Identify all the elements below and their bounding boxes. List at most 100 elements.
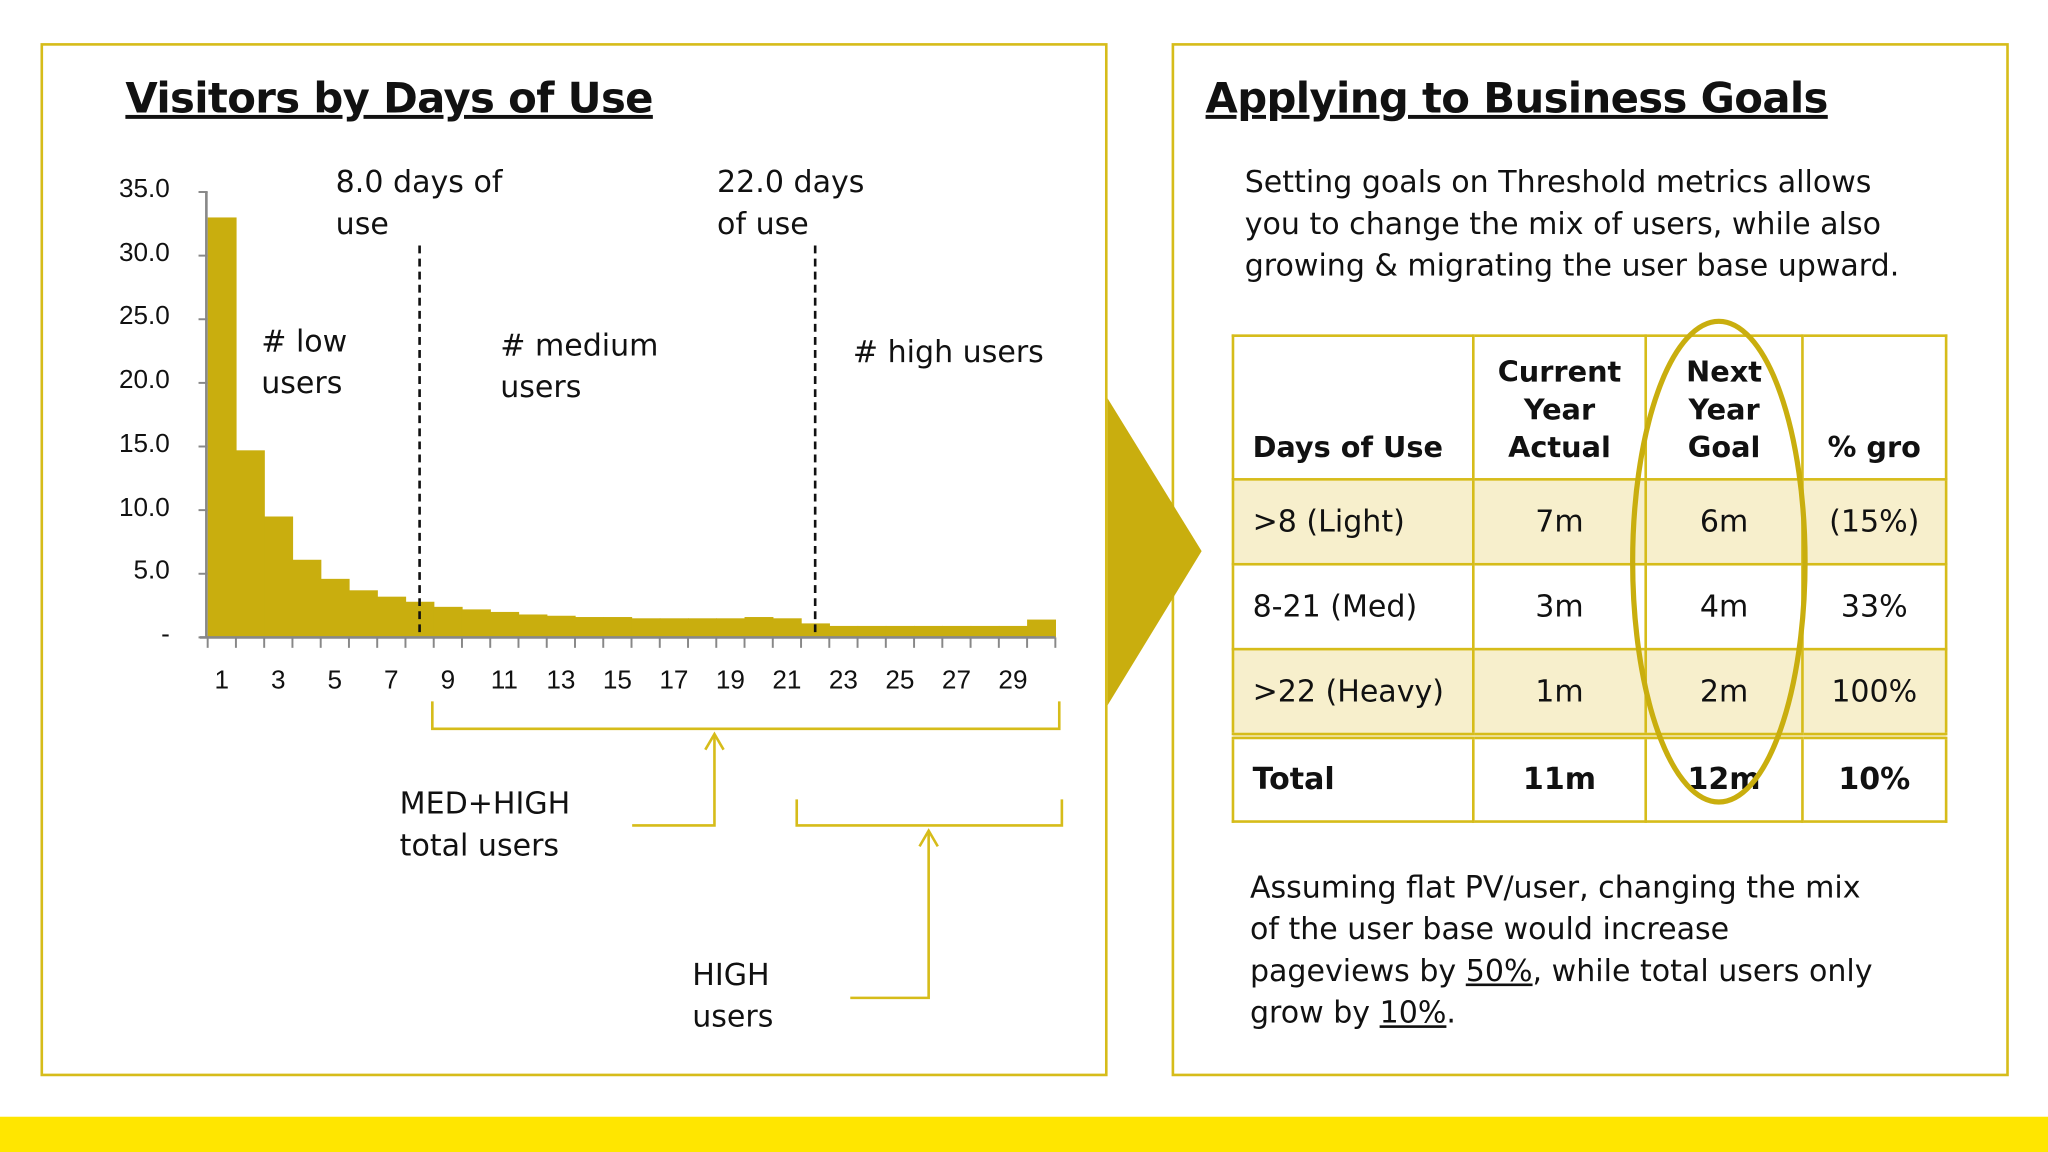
high-arrow — [850, 831, 930, 1000]
marker-8-label: 8.0 days of use — [335, 165, 503, 242]
bar — [998, 625, 1028, 638]
bar — [433, 606, 463, 638]
bar — [461, 609, 491, 638]
cell: >22 (Heavy) — [1231, 647, 1475, 738]
bar — [574, 617, 604, 638]
bar — [320, 578, 350, 638]
header-growth: % gro — [1801, 334, 1948, 481]
table-header: Days of Use Current Year Actual Next Yea… — [1231, 334, 1948, 481]
x-tick-label: 27 — [941, 666, 971, 695]
y-tick-label: 25.0 — [118, 302, 170, 331]
x-tick-label: 17 — [659, 666, 689, 695]
outro-text: Assuming flat PV/user, changing the mix … — [1250, 867, 1873, 1034]
x-tick-label: 13 — [546, 666, 576, 695]
goals-table: Days of Use Current Year Actual Next Yea… — [1231, 334, 1948, 823]
y-tick-label: 20.0 — [118, 365, 170, 395]
cell: 33% — [1801, 562, 1948, 651]
x-tick-label: 5 — [327, 666, 343, 695]
bar — [970, 625, 1000, 638]
medhigh-callout: MED+HIGH total users — [399, 787, 571, 864]
right-title: Applying to Business Goals — [1205, 73, 1829, 123]
medhigh-bracket — [431, 701, 1061, 731]
bar — [348, 590, 378, 638]
cell: 12m — [1644, 732, 1804, 823]
outro-part: Assuming flat PV/user, changing the mix … — [1249, 871, 1861, 989]
bar — [207, 217, 237, 638]
x-tick-label: 11 — [490, 666, 518, 695]
arrowhead-icon — [704, 731, 725, 751]
bar — [631, 618, 661, 638]
bar — [688, 618, 717, 638]
x-tick-label: 23 — [828, 666, 858, 695]
x-tick-label: 9 — [440, 666, 456, 695]
high-bracket — [795, 799, 1064, 827]
header-current: Current Year Actual — [1471, 334, 1648, 481]
header-next: Next Year Goal — [1644, 334, 1804, 481]
cell: 3m — [1471, 562, 1648, 651]
bar — [857, 625, 887, 638]
user-growth: 10% — [1379, 996, 1447, 1031]
bar — [1027, 619, 1056, 638]
cell: >8 (Light) — [1231, 478, 1475, 566]
cell: 4m — [1644, 562, 1804, 651]
arrowhead-icon — [918, 828, 939, 848]
left-panel — [40, 43, 1108, 1077]
bar — [885, 625, 915, 638]
left-title: Visitors by Days of Use — [125, 73, 653, 123]
x-tick-label: 25 — [885, 666, 915, 695]
marker-22-label: 22.0 days of use — [717, 165, 865, 242]
y-tick-label: 35.0 — [118, 175, 170, 204]
pageview-growth: 50% — [1465, 954, 1533, 989]
bar — [772, 618, 802, 638]
bar — [659, 618, 689, 638]
y-tick-label: 10.0 — [118, 493, 170, 522]
cell: 2m — [1644, 647, 1804, 738]
cell: 1m — [1471, 647, 1648, 738]
low-users-label: # low users — [261, 325, 348, 401]
high-users-label: # high users — [852, 335, 1044, 370]
bar — [235, 450, 265, 638]
y-tick-label: - — [161, 620, 170, 650]
cell: 10% — [1801, 732, 1948, 823]
cell: 11m — [1471, 732, 1648, 823]
bar — [377, 596, 407, 638]
cell: Total — [1231, 732, 1475, 823]
header-days: Days of Use — [1231, 334, 1475, 481]
bar — [744, 617, 774, 638]
medium-users-label: # medium users — [500, 329, 659, 405]
bar — [292, 559, 322, 638]
y-tick-label: 30.0 — [118, 238, 170, 268]
x-tick-label: 7 — [384, 666, 399, 695]
x-tick-label: 15 — [602, 666, 632, 695]
x-tick-label: 1 — [214, 666, 230, 695]
outro-part: , while total users only grow by — [1249, 954, 1873, 1031]
y-tick-label: 5.0 — [133, 556, 170, 586]
cell: 6m — [1644, 478, 1804, 566]
bar — [546, 615, 576, 638]
x-tick-label: 19 — [715, 666, 745, 695]
x-tick-label: 29 — [998, 666, 1028, 695]
x-tick-label: 21 — [772, 666, 802, 695]
bar — [603, 617, 633, 638]
table-row: >22 (Heavy) 1m 2m 100% — [1231, 647, 1948, 738]
footer-band — [0, 1116, 2048, 1152]
cell: 8-21 (Med) — [1231, 562, 1475, 651]
bar — [490, 611, 520, 638]
cell: 100% — [1801, 647, 1948, 738]
table-row: 8-21 (Med) 3m 4m 33% — [1231, 562, 1948, 651]
bar — [518, 614, 548, 638]
high-callout: HIGH users — [692, 958, 774, 1035]
x-tick-label: 3 — [271, 666, 286, 695]
bar — [264, 516, 294, 638]
table-total-row: Total 11m 12m 10% — [1231, 732, 1948, 823]
cell: 7m — [1471, 478, 1648, 566]
bar — [942, 625, 972, 638]
medhigh-arrow — [632, 735, 716, 827]
bar — [829, 625, 859, 638]
bar — [914, 625, 943, 638]
